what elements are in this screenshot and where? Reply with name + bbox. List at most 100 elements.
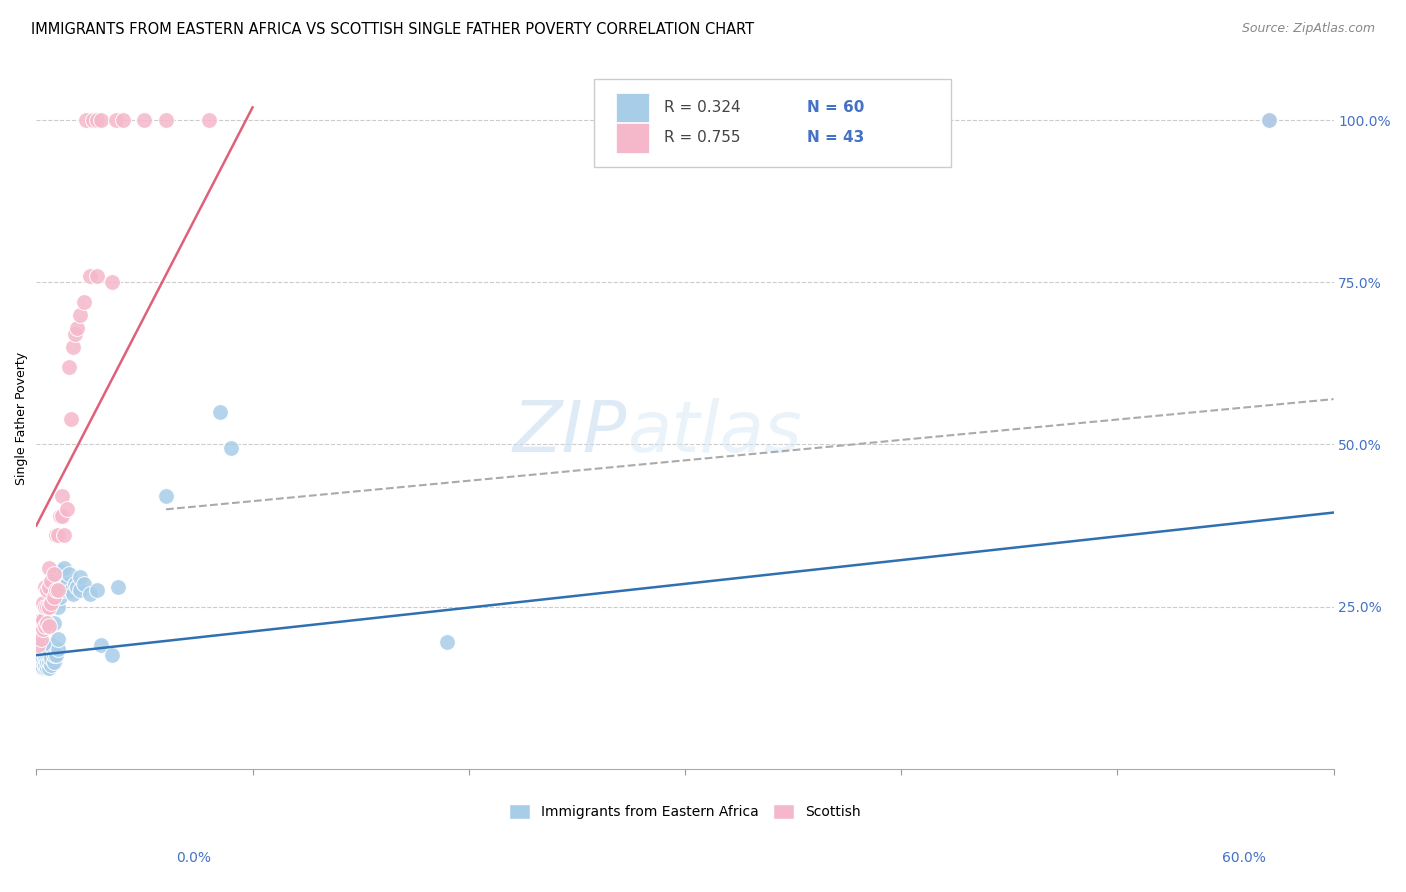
Point xyxy=(101,276,124,290)
Point xyxy=(53,560,76,574)
Point xyxy=(846,113,869,128)
Point xyxy=(1257,113,1279,128)
Point xyxy=(46,528,69,542)
Point xyxy=(30,632,52,646)
Point xyxy=(219,441,242,455)
Text: 60.0%: 60.0% xyxy=(1222,851,1265,865)
Point xyxy=(86,268,108,283)
Point xyxy=(65,327,87,342)
Point xyxy=(30,613,52,627)
Point xyxy=(30,648,52,662)
Point xyxy=(101,648,124,662)
Point xyxy=(34,599,56,614)
Y-axis label: Single Father Poverty: Single Father Poverty xyxy=(15,352,28,485)
Point xyxy=(73,294,96,309)
Point xyxy=(62,340,84,354)
Point xyxy=(31,645,53,659)
Point xyxy=(42,590,65,604)
Point xyxy=(51,508,73,523)
Text: R = 0.324: R = 0.324 xyxy=(664,100,741,115)
Point xyxy=(27,655,49,669)
Point xyxy=(34,661,56,675)
Point xyxy=(111,113,134,128)
Point xyxy=(38,580,60,594)
Point xyxy=(62,586,84,600)
Point xyxy=(27,645,49,659)
Point xyxy=(46,583,69,598)
Point xyxy=(31,596,53,610)
Point xyxy=(34,648,56,662)
Point xyxy=(1257,113,1279,128)
Text: R = 0.755: R = 0.755 xyxy=(664,130,741,145)
FancyBboxPatch shape xyxy=(616,93,648,122)
Point xyxy=(41,639,63,653)
Point xyxy=(66,580,89,594)
Point xyxy=(45,648,67,662)
Point xyxy=(34,580,56,594)
Point xyxy=(31,613,53,627)
Point xyxy=(42,567,65,582)
Point xyxy=(209,405,232,419)
Point xyxy=(53,580,76,594)
Point xyxy=(69,583,91,598)
Point xyxy=(37,599,59,614)
Point xyxy=(79,268,101,283)
Point xyxy=(69,308,91,322)
Point xyxy=(31,651,53,665)
Point xyxy=(134,113,156,128)
Point xyxy=(30,657,52,672)
Text: N = 43: N = 43 xyxy=(807,130,865,145)
Point xyxy=(55,502,77,516)
Point xyxy=(31,639,53,653)
Point xyxy=(34,657,56,672)
Point xyxy=(46,641,69,656)
Point xyxy=(45,586,67,600)
Point xyxy=(86,583,108,598)
Point xyxy=(53,528,76,542)
Point xyxy=(31,622,53,636)
Point xyxy=(75,113,97,128)
Point xyxy=(155,489,177,503)
Point xyxy=(38,619,60,633)
Text: N = 60: N = 60 xyxy=(807,100,865,115)
Point xyxy=(31,655,53,669)
Text: 0.0%: 0.0% xyxy=(176,851,211,865)
Point xyxy=(59,583,82,598)
Point xyxy=(51,489,73,503)
Point xyxy=(38,599,60,614)
Point xyxy=(66,321,89,335)
Point xyxy=(41,574,63,588)
Point xyxy=(90,639,112,653)
Point xyxy=(198,113,221,128)
Legend: Immigrants from Eastern Africa, Scottish: Immigrants from Eastern Africa, Scottish xyxy=(503,798,866,825)
Point xyxy=(38,560,60,574)
Point xyxy=(45,528,67,542)
Point xyxy=(38,661,60,675)
Point xyxy=(38,648,60,662)
Point xyxy=(46,632,69,646)
Point xyxy=(58,567,80,582)
Point xyxy=(69,570,91,584)
Point xyxy=(38,655,60,669)
Point xyxy=(30,641,52,656)
Point xyxy=(34,651,56,665)
Point xyxy=(37,615,59,630)
Point xyxy=(82,113,104,128)
Point xyxy=(34,619,56,633)
Point xyxy=(42,648,65,662)
Point xyxy=(45,583,67,598)
Point xyxy=(37,583,59,598)
Text: atlas: atlas xyxy=(627,398,801,467)
Point xyxy=(38,641,60,656)
Point xyxy=(41,596,63,610)
Point xyxy=(79,586,101,600)
Point xyxy=(65,577,87,591)
Point xyxy=(27,639,49,653)
Point xyxy=(37,648,59,662)
Point xyxy=(59,411,82,425)
Point xyxy=(107,580,129,594)
Point xyxy=(31,661,53,675)
Point xyxy=(34,641,56,656)
FancyBboxPatch shape xyxy=(616,123,648,153)
Point xyxy=(58,359,80,374)
